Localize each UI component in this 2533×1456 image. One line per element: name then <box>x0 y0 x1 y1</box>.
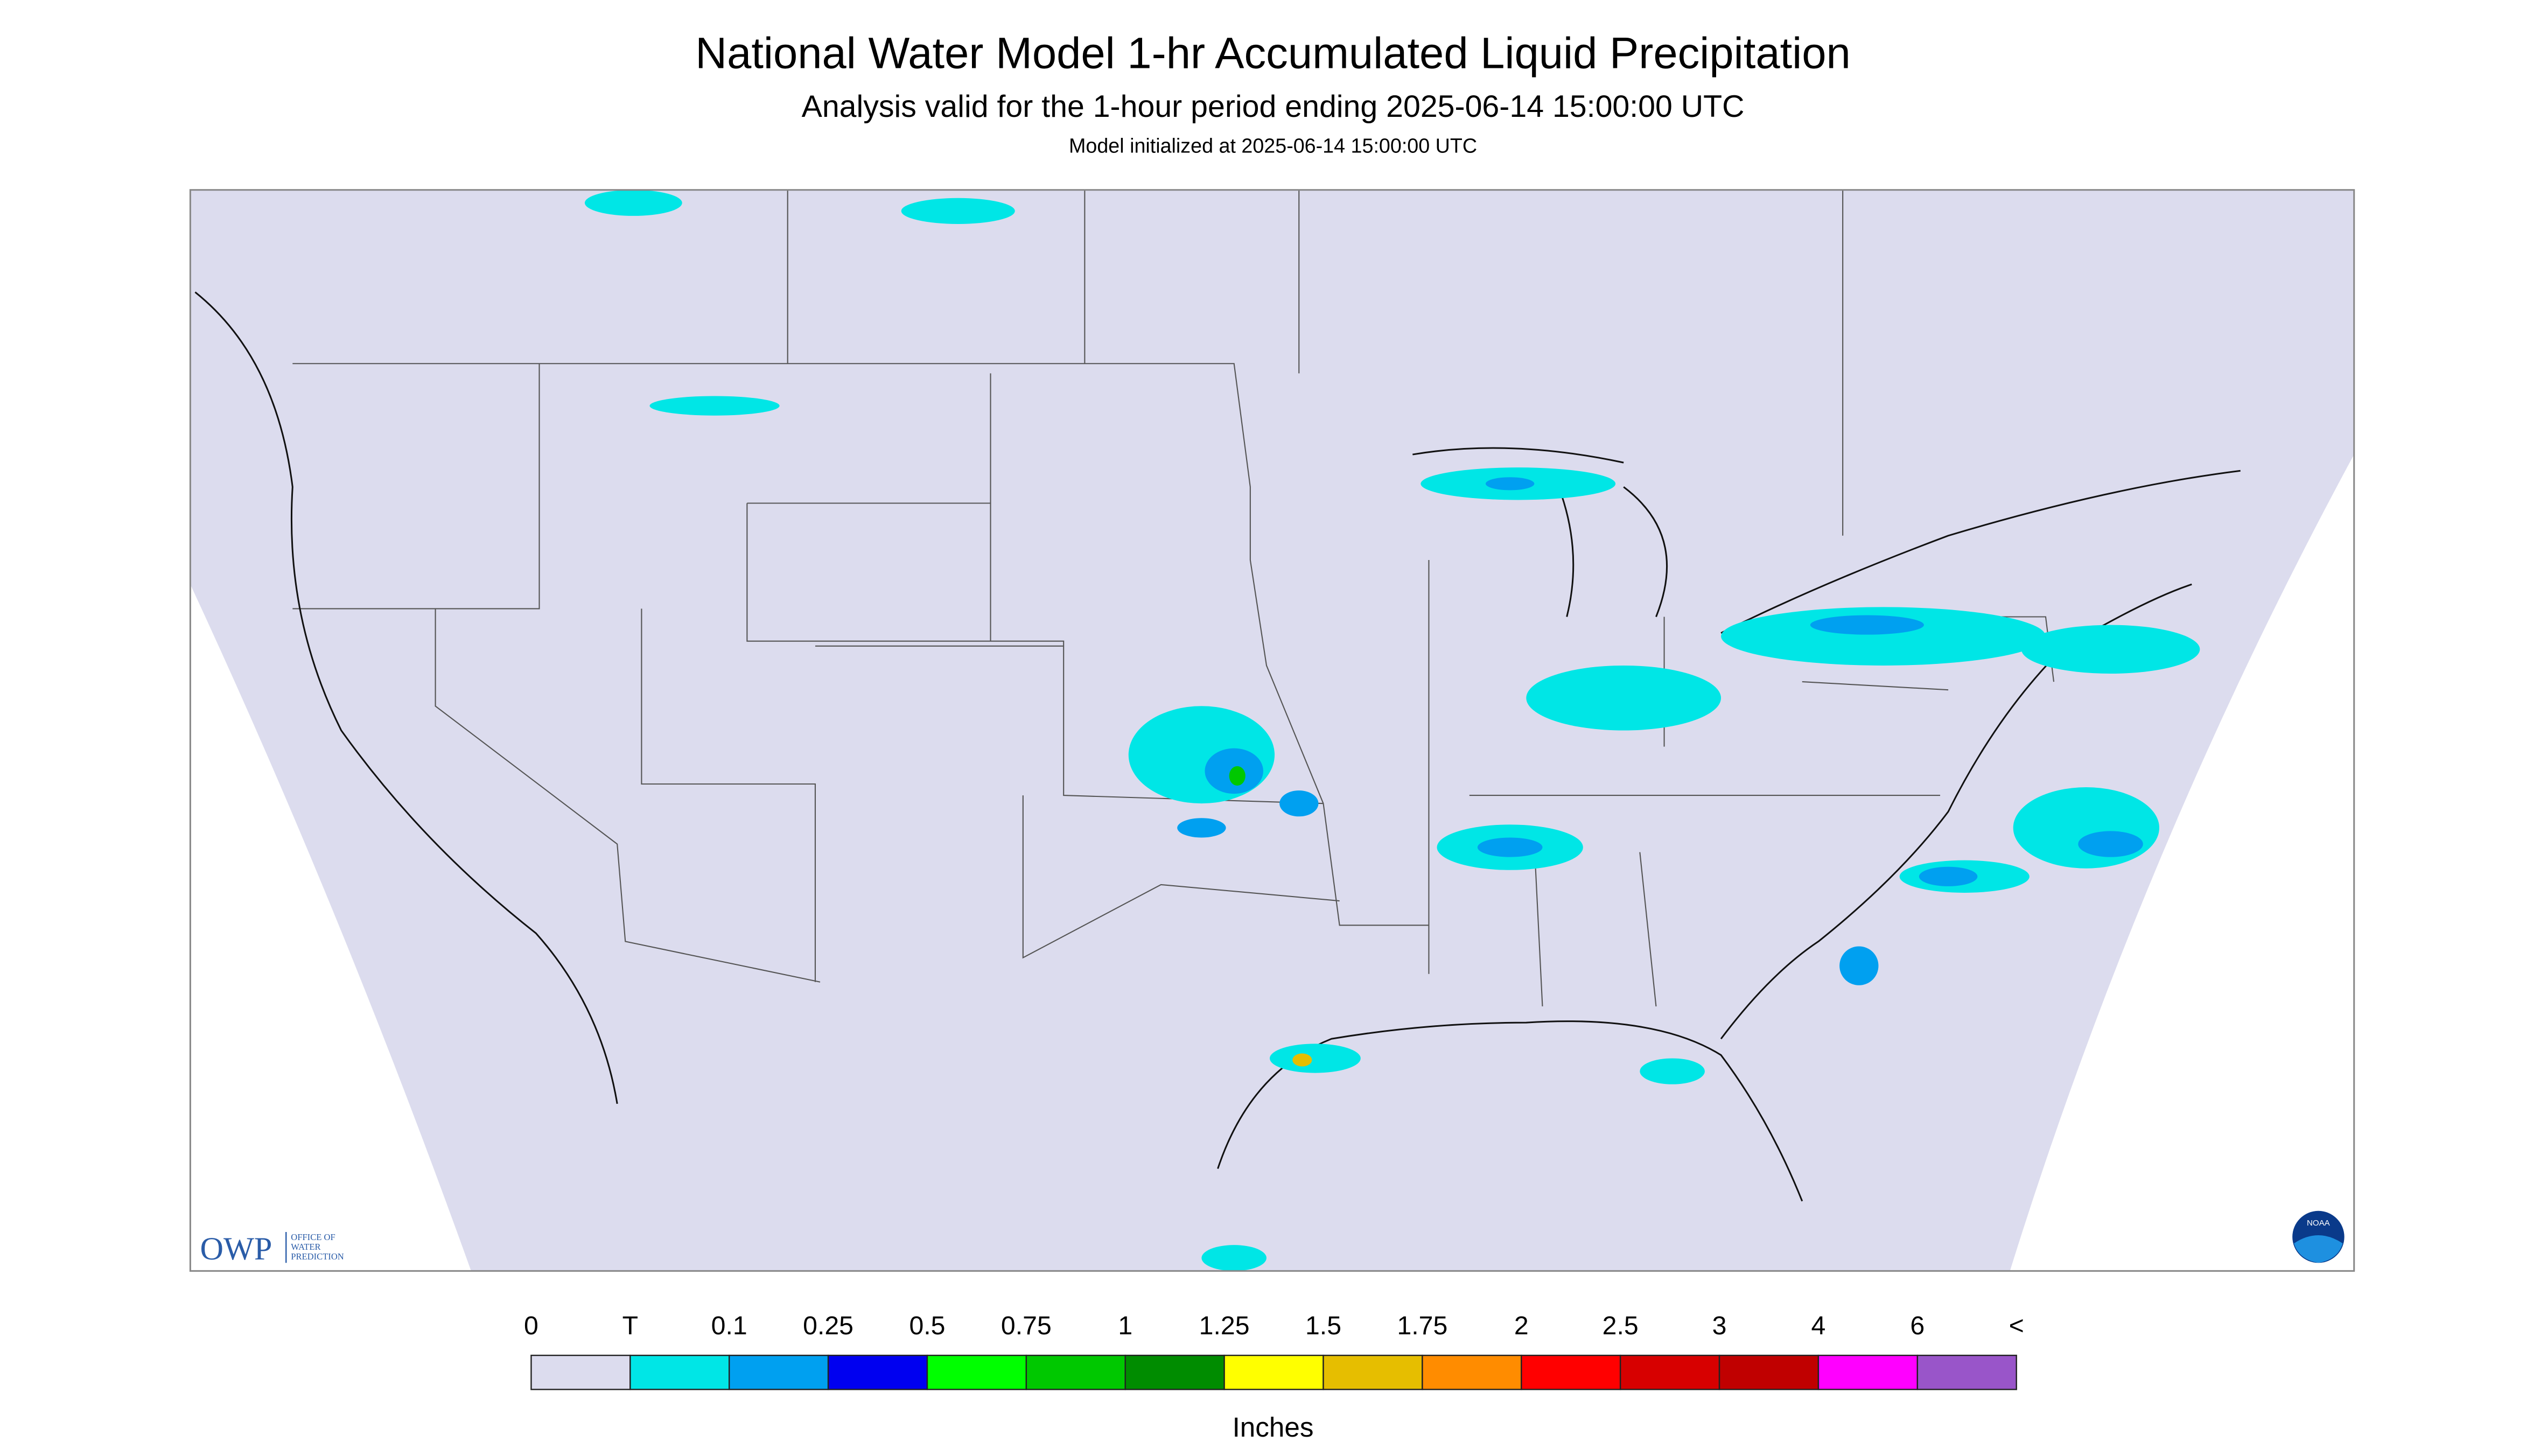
init-note: Model initialized at 2025-06-14 15:00:00… <box>1069 134 1477 157</box>
map-frame <box>189 189 2355 1272</box>
legend-swatch <box>827 1354 928 1390</box>
legend-label: 0 <box>524 1311 538 1340</box>
noaa-logo-wave <box>2294 1235 2343 1263</box>
legend-swatch <box>1323 1354 1423 1390</box>
legend-swatch <box>728 1354 829 1390</box>
legend-swatch <box>1521 1354 1621 1390</box>
legend-swatch <box>1223 1354 1324 1390</box>
noaa-text: NOAA <box>2307 1219 2331 1228</box>
map: OWP OFFICE OF WATER PREDICTION NOAA <box>189 189 2355 1272</box>
legend-label: 0.1 <box>711 1311 747 1340</box>
legend-label: 1.5 <box>1305 1311 1341 1340</box>
owp-logo: OWP <box>200 1231 272 1267</box>
subtitle: Analysis valid for the 1-hour period end… <box>802 89 1745 124</box>
legend-swatch <box>926 1354 1027 1390</box>
legend-swatch <box>530 1354 631 1390</box>
legend-swatch <box>629 1354 730 1390</box>
legend-label: 4 <box>1811 1311 1826 1340</box>
legend: Inches 0 T 0.1 0.25 0.5 0.75 1 1.25 1.5 1.75 2 2.5 3… <box>524 1311 2024 1443</box>
legend-swatch <box>1025 1354 1126 1390</box>
legend-label: 0.25 <box>803 1311 853 1340</box>
owp-name: PREDICTION <box>291 1251 344 1262</box>
legend-swatch <box>1718 1354 1820 1390</box>
owp-name: WATER <box>291 1242 321 1252</box>
legend-units: Inches <box>1233 1412 1314 1443</box>
legend-label: 1.75 <box>1397 1311 1447 1340</box>
legend-swatch <box>1422 1354 1522 1390</box>
projection-edge <box>2010 454 2354 1271</box>
projection-edge <box>190 584 471 1271</box>
legend-label: 1.25 <box>1199 1311 1250 1340</box>
legend-label: 0.75 <box>1001 1311 1052 1340</box>
legend-label: 1 <box>1118 1311 1132 1340</box>
owp-name: OFFICE OF <box>291 1232 335 1242</box>
legend-label: 2 <box>1514 1311 1529 1340</box>
precipitation <box>584 190 2200 1271</box>
legend-swatch <box>1916 1354 2017 1390</box>
map-area <box>190 190 2354 1271</box>
legend-label: 2.5 <box>1603 1311 1639 1340</box>
legend-label: 3 <box>1712 1311 1727 1340</box>
legend-label: T <box>622 1311 638 1340</box>
legend-label: < <box>2009 1311 2024 1340</box>
title: National Water Model 1-hr Accumulated Li… <box>695 29 1850 78</box>
legend-label: 0.5 <box>909 1311 945 1340</box>
legend-label: 6 <box>1910 1311 1925 1340</box>
legend-swatch <box>1817 1354 1919 1390</box>
legend-swatch <box>1619 1354 1720 1390</box>
legend-swatch <box>1124 1354 1225 1390</box>
